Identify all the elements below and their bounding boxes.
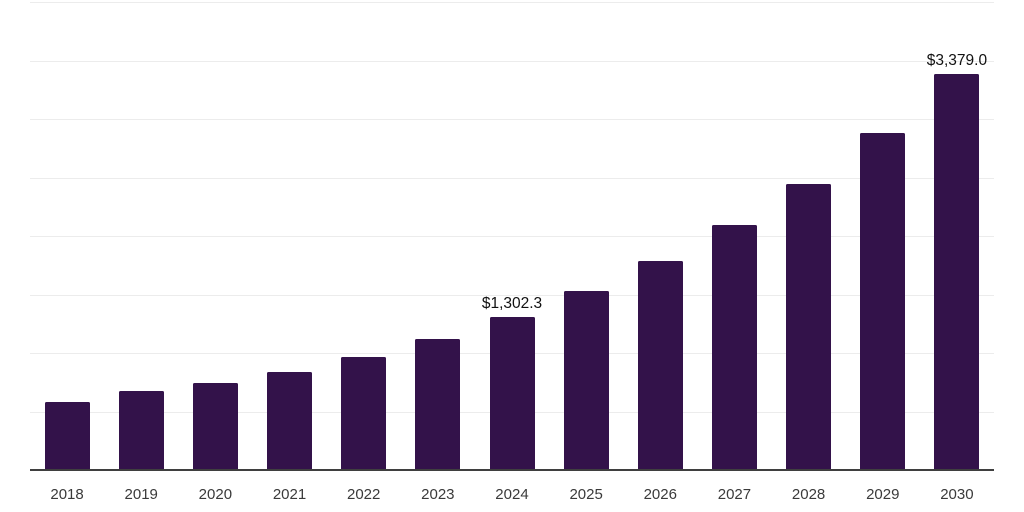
gridline bbox=[30, 236, 994, 237]
x-tick-label-2024: 2024 bbox=[495, 486, 529, 503]
bar-value-label-2024: $1,302.3 bbox=[481, 295, 543, 313]
gridline bbox=[30, 2, 994, 3]
x-tick-label-2018: 2018 bbox=[50, 486, 84, 503]
x-tick-label-2023: 2023 bbox=[421, 486, 455, 503]
bar-2025 bbox=[563, 291, 609, 469]
x-tick-label-2029: 2029 bbox=[866, 486, 900, 503]
bar-2026 bbox=[637, 260, 683, 469]
bar-2021 bbox=[267, 372, 313, 469]
bar-2020 bbox=[192, 382, 238, 469]
bar-2023 bbox=[415, 338, 461, 469]
bar-2027 bbox=[711, 225, 757, 469]
x-axis-line bbox=[30, 469, 994, 471]
gridline bbox=[30, 294, 994, 296]
x-tick-label-2026: 2026 bbox=[643, 486, 677, 503]
x-tick-label-2025: 2025 bbox=[569, 486, 603, 503]
plot-area: $1,302.3 $3,379.0 bbox=[30, 0, 994, 471]
bar-2018 bbox=[44, 402, 90, 469]
bar-2028 bbox=[786, 183, 832, 469]
x-tick-label-2022: 2022 bbox=[346, 486, 381, 503]
x-tick-label-2019: 2019 bbox=[124, 486, 158, 503]
x-axis: 2018 2019 2020 2021 2022 2023 2024 2025 2026 2027… bbox=[30, 483, 994, 507]
bar-2024 bbox=[489, 316, 535, 469]
bar-2029 bbox=[860, 132, 906, 469]
x-tick-label-2028: 2028 bbox=[791, 486, 826, 503]
x-tick-label-2021: 2021 bbox=[272, 486, 307, 503]
bar-2022 bbox=[341, 356, 387, 469]
x-tick-label-2030: 2030 bbox=[940, 486, 974, 503]
bar-2030 bbox=[934, 73, 980, 469]
bar-2019 bbox=[118, 391, 164, 469]
bar-value-label-2030: $3,379.0 bbox=[926, 52, 988, 70]
gridline bbox=[30, 177, 994, 179]
gridline bbox=[30, 60, 994, 62]
x-tick-label-2027: 2027 bbox=[717, 486, 752, 503]
x-tick-label-2020: 2020 bbox=[198, 486, 233, 503]
gridline bbox=[30, 119, 994, 120]
